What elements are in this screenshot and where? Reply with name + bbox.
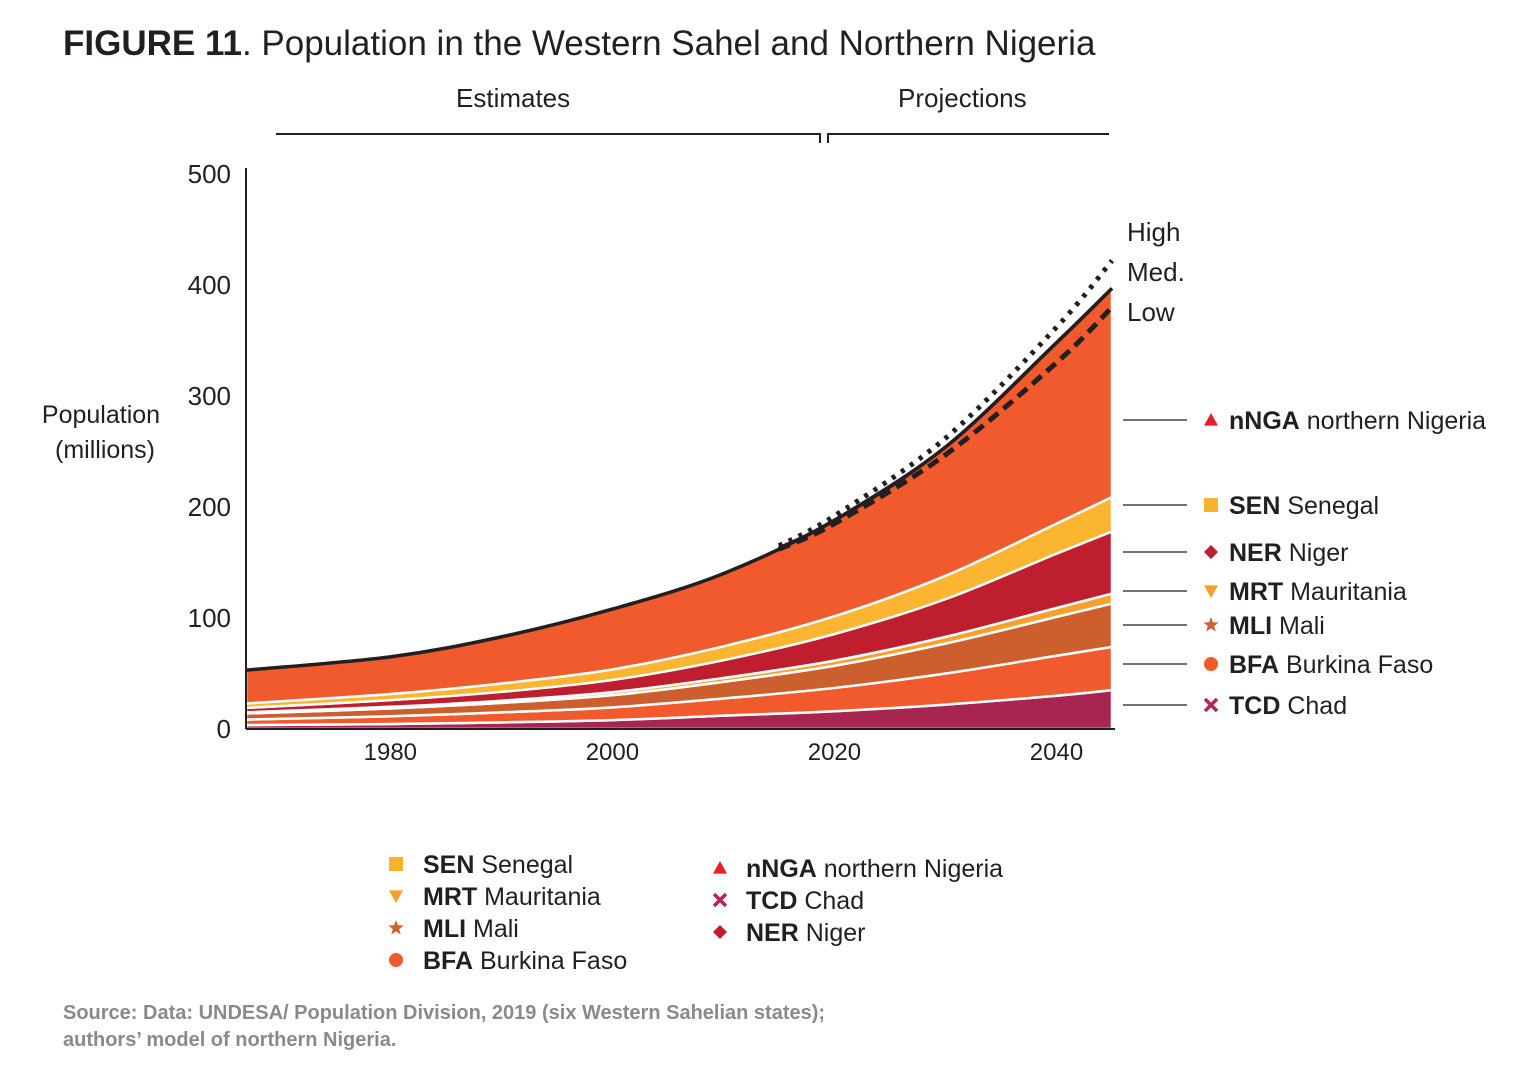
series-code: nNGA [746, 855, 817, 883]
x-tick-label: 2020 [808, 739, 861, 766]
series-name: Niger [1282, 539, 1349, 567]
source-note: Source: Data: UNDESA/ Population Divisio… [63, 1000, 825, 1054]
right-label-bfa: BFA Burkina Faso [1229, 651, 1433, 679]
diamond-legend-icon [713, 925, 727, 939]
x-marker-icon [1203, 697, 1219, 713]
right-label-mrt: MRT Mauritania [1229, 578, 1407, 606]
series-name: Chad [1280, 692, 1347, 720]
legend-item-mli: MLI Mali [423, 915, 519, 943]
figure-number: FIGURE 11 [63, 24, 242, 63]
scenario-line-high [777, 258, 1114, 549]
right-label-sen: SEN Senegal [1229, 492, 1379, 520]
series-name: Mauritania [477, 883, 601, 911]
circle-legend-icon [389, 953, 403, 967]
scenario-line-low [777, 305, 1114, 552]
estimates-bracket [276, 133, 821, 143]
estimates-label: Estimates [456, 83, 571, 113]
y-axis-label: Population [42, 401, 160, 429]
x-tick-label: 2040 [1030, 739, 1083, 766]
triangledown-marker-icon [1204, 585, 1218, 598]
series-code: NER [1229, 539, 1282, 567]
circle-marker-icon [1204, 657, 1218, 671]
series-code: nNGA [1229, 407, 1300, 435]
series-name: Burkina Faso [1279, 651, 1433, 679]
scenario-label: High [1127, 217, 1180, 247]
source-line-1: Source: Data: UNDESA/ Population Divisio… [63, 1002, 826, 1024]
x-legend-icon [712, 892, 728, 908]
square-marker-icon [1204, 498, 1218, 512]
series-code: MLI [423, 915, 466, 943]
right-label-mli: MLI Mali [1229, 612, 1325, 640]
series-code: TCD [746, 887, 797, 915]
series-code: BFA [423, 947, 473, 975]
legend-item-nnga: nNGA northern Nigeria [746, 855, 1003, 883]
legend-item-tcd: TCD Chad [746, 887, 864, 915]
legend-item-mrt: MRT Mauritania [423, 883, 601, 911]
figure-title: FIGURE 11. Population in the Western Sah… [63, 24, 1095, 64]
triangledown-legend-icon [389, 890, 403, 903]
figure-title-text: . Population in the Western Sahel and No… [241, 24, 1096, 63]
y-tick-label: 0 [217, 714, 231, 744]
y-tick-label: 500 [188, 159, 231, 189]
scenario-label: Med. [1127, 257, 1185, 287]
projections-label: Projections [898, 83, 1027, 113]
x-tick-label: 2000 [586, 739, 639, 766]
x-tick-label: 1980 [364, 739, 417, 766]
triangleup-legend-icon [713, 861, 727, 874]
series-name: Senegal [474, 851, 573, 879]
series-name: Mauritania [1283, 578, 1407, 606]
y-tick-label: 300 [188, 381, 231, 411]
diamond-marker-icon [1204, 545, 1218, 559]
series-name: Mali [1272, 612, 1325, 640]
series-code: MLI [1229, 612, 1272, 640]
scenario-label: Low [1127, 297, 1175, 327]
series-code: BFA [1229, 651, 1279, 679]
series-code: TCD [1229, 692, 1280, 720]
y-axis-label: (millions) [55, 436, 155, 464]
series-name: northern Nigeria [1300, 407, 1486, 435]
star-legend-icon [388, 920, 404, 935]
series-name: Mali [466, 915, 519, 943]
star-marker-icon [1203, 617, 1219, 632]
y-tick-label: 400 [188, 270, 231, 300]
projections-bracket [827, 133, 1109, 143]
right-label-tcd: TCD Chad [1229, 692, 1347, 720]
series-code: MRT [423, 883, 477, 911]
series-name: Burkina Faso [473, 947, 627, 975]
series-code: NER [746, 919, 799, 947]
square-legend-icon [389, 857, 403, 871]
series-name: Chad [797, 887, 864, 915]
right-label-ner: NER Niger [1229, 539, 1348, 567]
legend-item-bfa: BFA Burkina Faso [423, 947, 627, 975]
series-code: SEN [423, 851, 474, 879]
source-line-2: authors’ model of northern Nigeria. [63, 1029, 397, 1051]
series-code: MRT [1229, 578, 1283, 606]
legend-item-ner: NER Niger [746, 919, 865, 947]
series-name: northern Nigeria [817, 855, 1003, 883]
y-tick-label: 100 [188, 603, 231, 633]
right-label-nnga: nNGA northern Nigeria [1229, 407, 1486, 435]
triangleup-marker-icon [1204, 413, 1218, 426]
series-name: Senegal [1280, 492, 1379, 520]
series-code: SEN [1229, 492, 1280, 520]
legend-item-sen: SEN Senegal [423, 851, 573, 879]
y-tick-label: 200 [188, 492, 231, 522]
series-name: Niger [799, 919, 866, 947]
scenario-line-med [778, 287, 1114, 550]
